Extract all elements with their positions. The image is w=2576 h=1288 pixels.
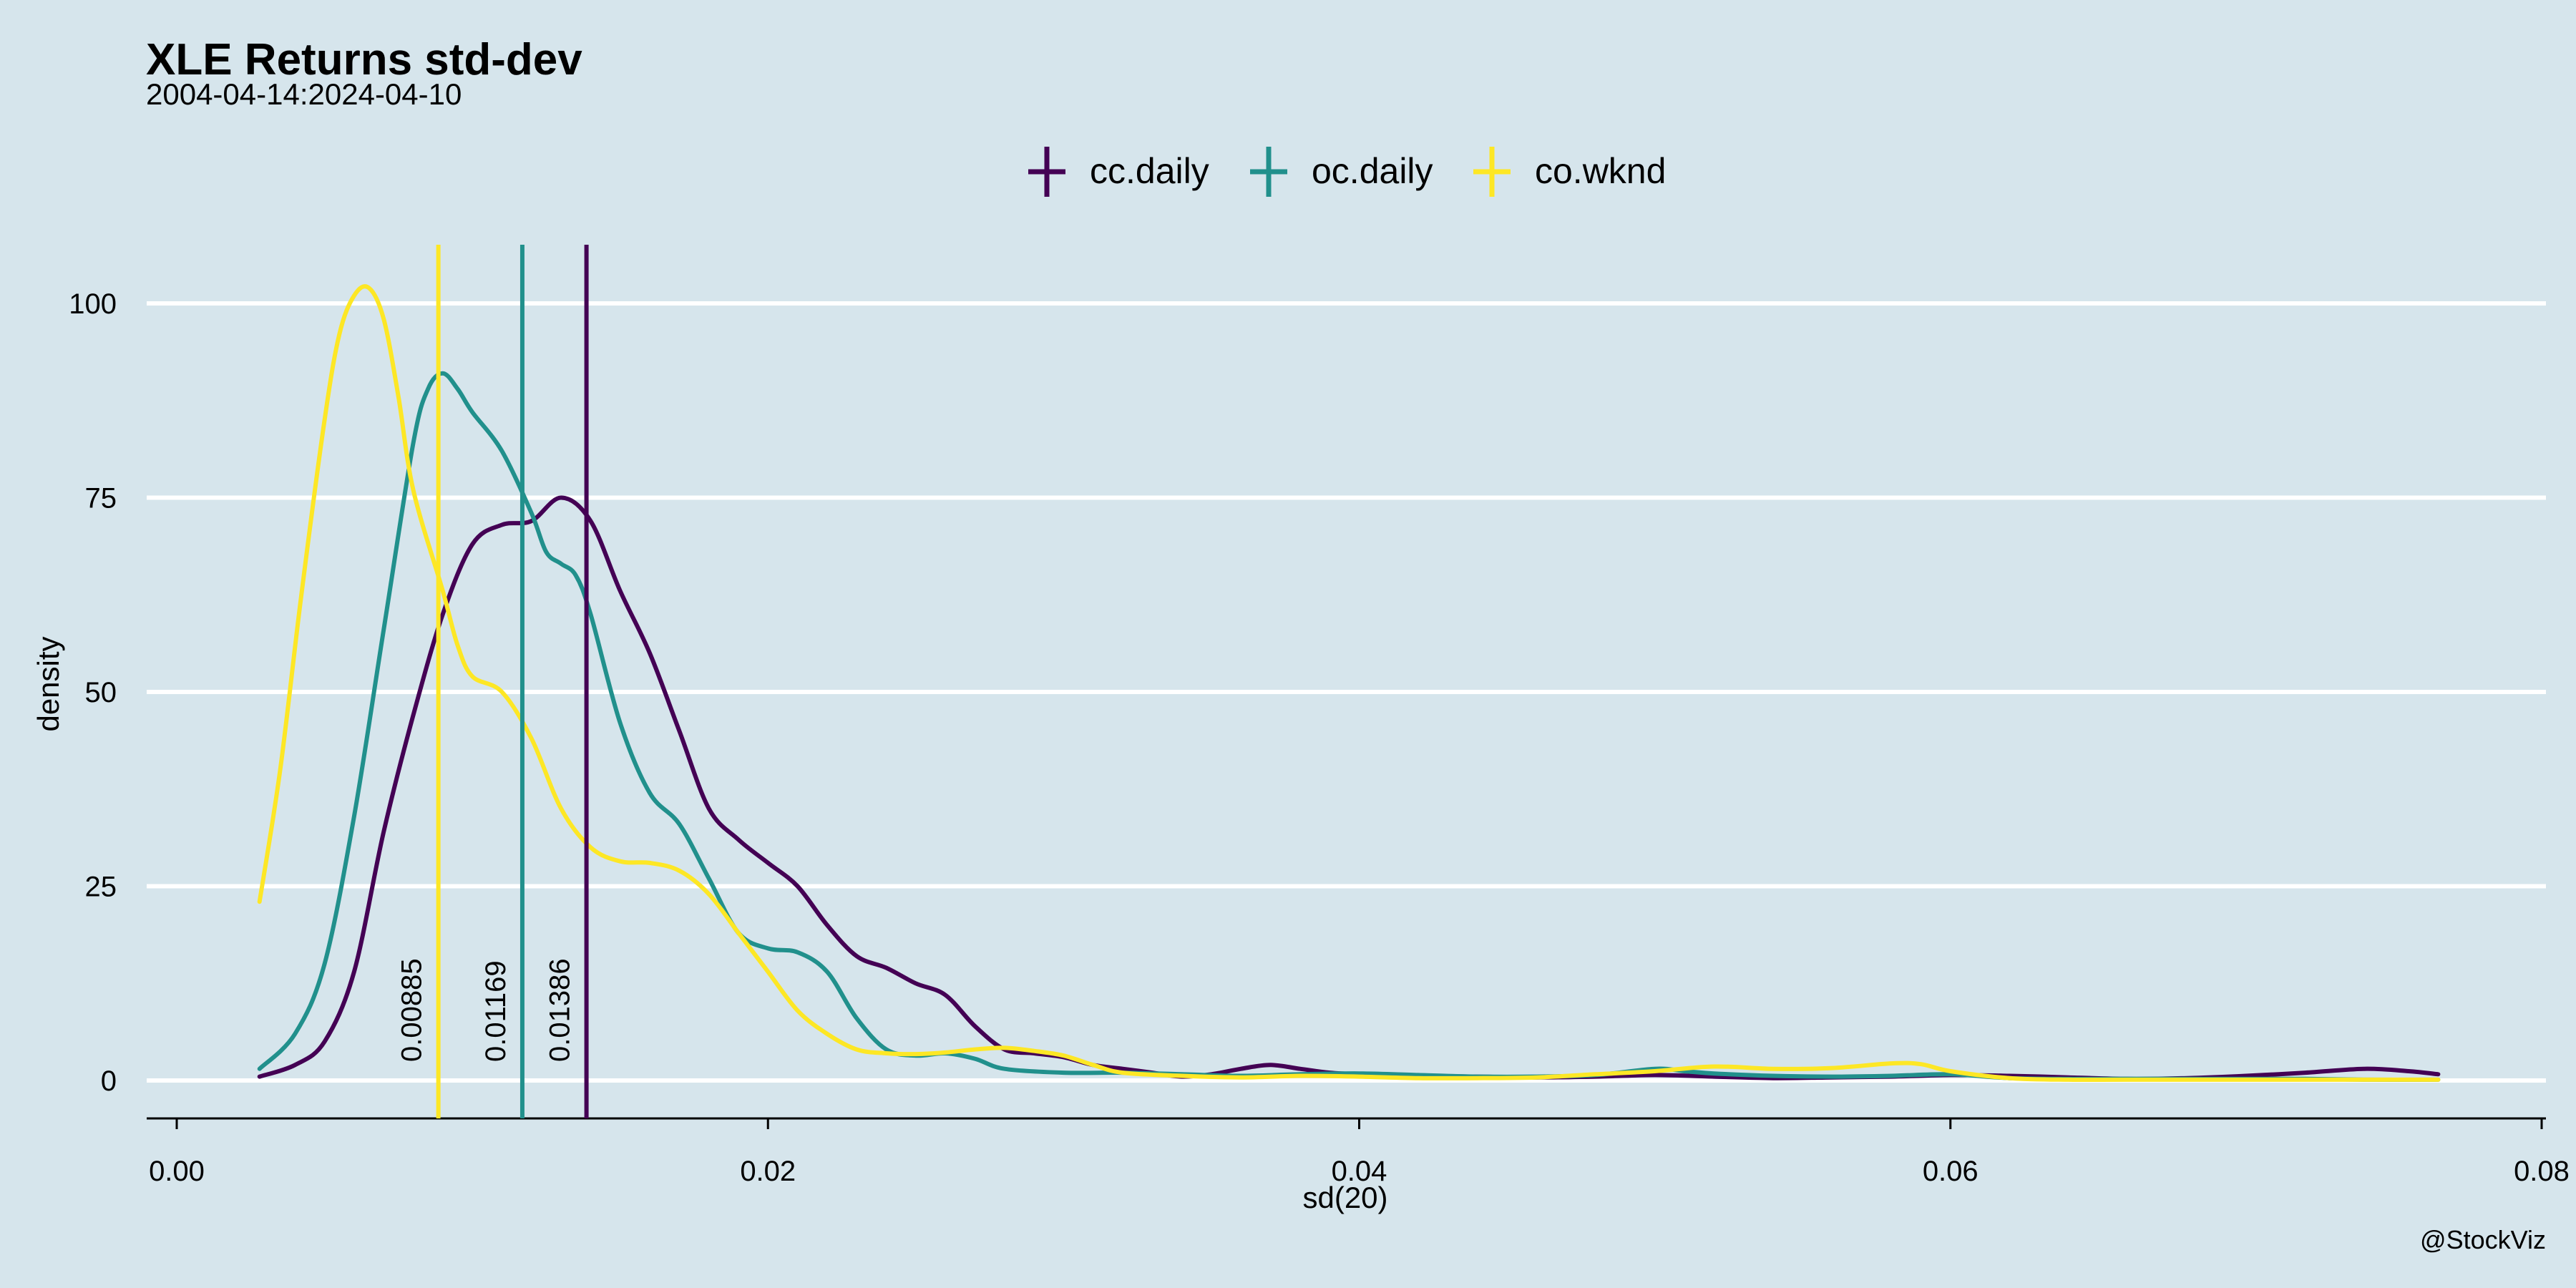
mean-lines: 0.01386 0.01169 0.00885 bbox=[396, 245, 589, 1118]
legend-label: co.wknd bbox=[1535, 151, 1666, 191]
caption: @StockViz bbox=[2420, 1225, 2546, 1254]
legend-item-cc-daily: cc.daily bbox=[1028, 147, 1209, 197]
x-tick-label: 0.04 bbox=[1332, 1156, 1387, 1187]
y-axis-label: density bbox=[31, 636, 65, 731]
series-lines bbox=[257, 284, 2441, 1083]
legend-label: cc.daily bbox=[1090, 151, 1209, 191]
chart-title: XLE Returns std-dev bbox=[146, 35, 582, 84]
y-tick-label: 0 bbox=[101, 1065, 117, 1097]
x-tick-label: 0.02 bbox=[740, 1156, 796, 1187]
mean-label-cc-daily: 0.01386 bbox=[545, 958, 576, 1062]
x-axis-label: sd(20) bbox=[1302, 1181, 1387, 1214]
x-tick-label: 0.00 bbox=[149, 1156, 205, 1187]
y-tick-label: 75 bbox=[85, 483, 117, 514]
y-tick-label: 100 bbox=[69, 288, 117, 320]
legend-label: oc.daily bbox=[1312, 151, 1433, 191]
y-axis-ticks: 0 25 50 75 100 bbox=[69, 288, 117, 1097]
mean-label-co-wknd: 0.00885 bbox=[396, 958, 428, 1062]
y-tick-label: 25 bbox=[85, 872, 117, 903]
x-axis: 0.00 0.02 0.04 0.06 0.08 bbox=[147, 1117, 2570, 1187]
legend: cc.daily oc.daily co.wknd bbox=[1028, 147, 1666, 197]
x-tick-label: 0.08 bbox=[2514, 1156, 2570, 1187]
legend-item-oc-daily: oc.daily bbox=[1250, 147, 1433, 197]
x-tick-label: 0.06 bbox=[1923, 1156, 1979, 1187]
mean-label-oc-daily: 0.01169 bbox=[480, 960, 512, 1062]
chart-subtitle: 2004-04-14:2024-04-10 bbox=[146, 77, 462, 111]
legend-item-co-wknd: co.wknd bbox=[1473, 147, 1666, 197]
series-line-co-wknd bbox=[257, 284, 2441, 1083]
y-tick-label: 50 bbox=[85, 677, 117, 708]
